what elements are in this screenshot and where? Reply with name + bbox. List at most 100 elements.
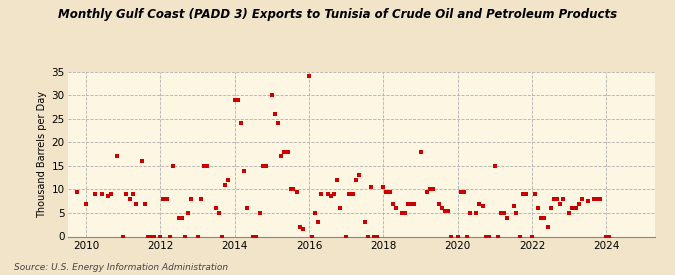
Point: [248, 234, 259, 239]
Point: [285, 187, 296, 192]
Point: [583, 199, 593, 203]
Point: [257, 164, 268, 168]
Point: [499, 211, 510, 215]
Point: [514, 234, 525, 239]
Point: [446, 234, 457, 239]
Point: [378, 185, 389, 189]
Point: [526, 234, 537, 239]
Point: [90, 192, 101, 196]
Point: [564, 211, 574, 215]
Point: [294, 225, 305, 229]
Point: [548, 197, 559, 201]
Point: [102, 194, 113, 199]
Point: [298, 227, 308, 232]
Point: [542, 225, 553, 229]
Point: [397, 211, 408, 215]
Point: [214, 211, 225, 215]
Point: [456, 189, 466, 194]
Point: [471, 211, 482, 215]
Point: [530, 192, 541, 196]
Point: [282, 149, 293, 154]
Point: [260, 164, 271, 168]
Point: [232, 98, 243, 102]
Point: [384, 189, 395, 194]
Point: [533, 206, 544, 210]
Point: [292, 189, 302, 194]
Point: [148, 234, 159, 239]
Point: [604, 234, 615, 239]
Point: [573, 201, 584, 206]
Point: [111, 154, 122, 159]
Point: [474, 201, 485, 206]
Point: [316, 192, 327, 196]
Point: [192, 234, 203, 239]
Point: [489, 164, 500, 168]
Point: [508, 204, 519, 208]
Point: [347, 192, 358, 196]
Point: [124, 197, 135, 201]
Point: [350, 178, 361, 182]
Point: [279, 149, 290, 154]
Point: [121, 192, 132, 196]
Point: [146, 234, 157, 239]
Point: [366, 185, 377, 189]
Point: [576, 197, 587, 201]
Point: [335, 206, 346, 210]
Point: [341, 234, 352, 239]
Point: [158, 197, 169, 201]
Point: [425, 187, 435, 192]
Point: [304, 74, 315, 78]
Point: [201, 164, 212, 168]
Point: [167, 164, 178, 168]
Point: [310, 211, 321, 215]
Point: [496, 211, 507, 215]
Point: [329, 192, 340, 196]
Point: [406, 201, 416, 206]
Y-axis label: Thousand Barrels per Day: Thousand Barrels per Day: [37, 90, 47, 218]
Point: [230, 98, 240, 102]
Point: [570, 206, 581, 210]
Point: [589, 197, 599, 201]
Point: [483, 234, 494, 239]
Point: [81, 201, 92, 206]
Point: [183, 211, 194, 215]
Point: [223, 178, 234, 182]
Point: [545, 206, 556, 210]
Point: [306, 234, 317, 239]
Point: [437, 206, 448, 210]
Point: [369, 234, 379, 239]
Point: [567, 206, 578, 210]
Point: [127, 192, 138, 196]
Point: [276, 154, 287, 159]
Point: [155, 234, 166, 239]
Point: [198, 164, 209, 168]
Point: [480, 234, 491, 239]
Point: [462, 234, 472, 239]
Point: [273, 121, 284, 126]
Point: [161, 197, 172, 201]
Point: [381, 189, 392, 194]
Point: [536, 215, 547, 220]
Point: [362, 234, 373, 239]
Point: [186, 197, 196, 201]
Point: [493, 234, 504, 239]
Point: [595, 197, 605, 201]
Point: [72, 189, 82, 194]
Point: [220, 182, 231, 187]
Point: [254, 211, 265, 215]
Point: [164, 234, 175, 239]
Point: [136, 159, 147, 163]
Point: [267, 93, 277, 97]
Point: [313, 220, 324, 225]
Point: [269, 112, 280, 116]
Point: [180, 234, 191, 239]
Point: [118, 234, 129, 239]
Point: [415, 149, 426, 154]
Point: [409, 201, 420, 206]
Point: [511, 211, 522, 215]
Point: [551, 197, 562, 201]
Point: [464, 211, 475, 215]
Point: [195, 197, 206, 201]
Point: [360, 220, 371, 225]
Point: [130, 201, 141, 206]
